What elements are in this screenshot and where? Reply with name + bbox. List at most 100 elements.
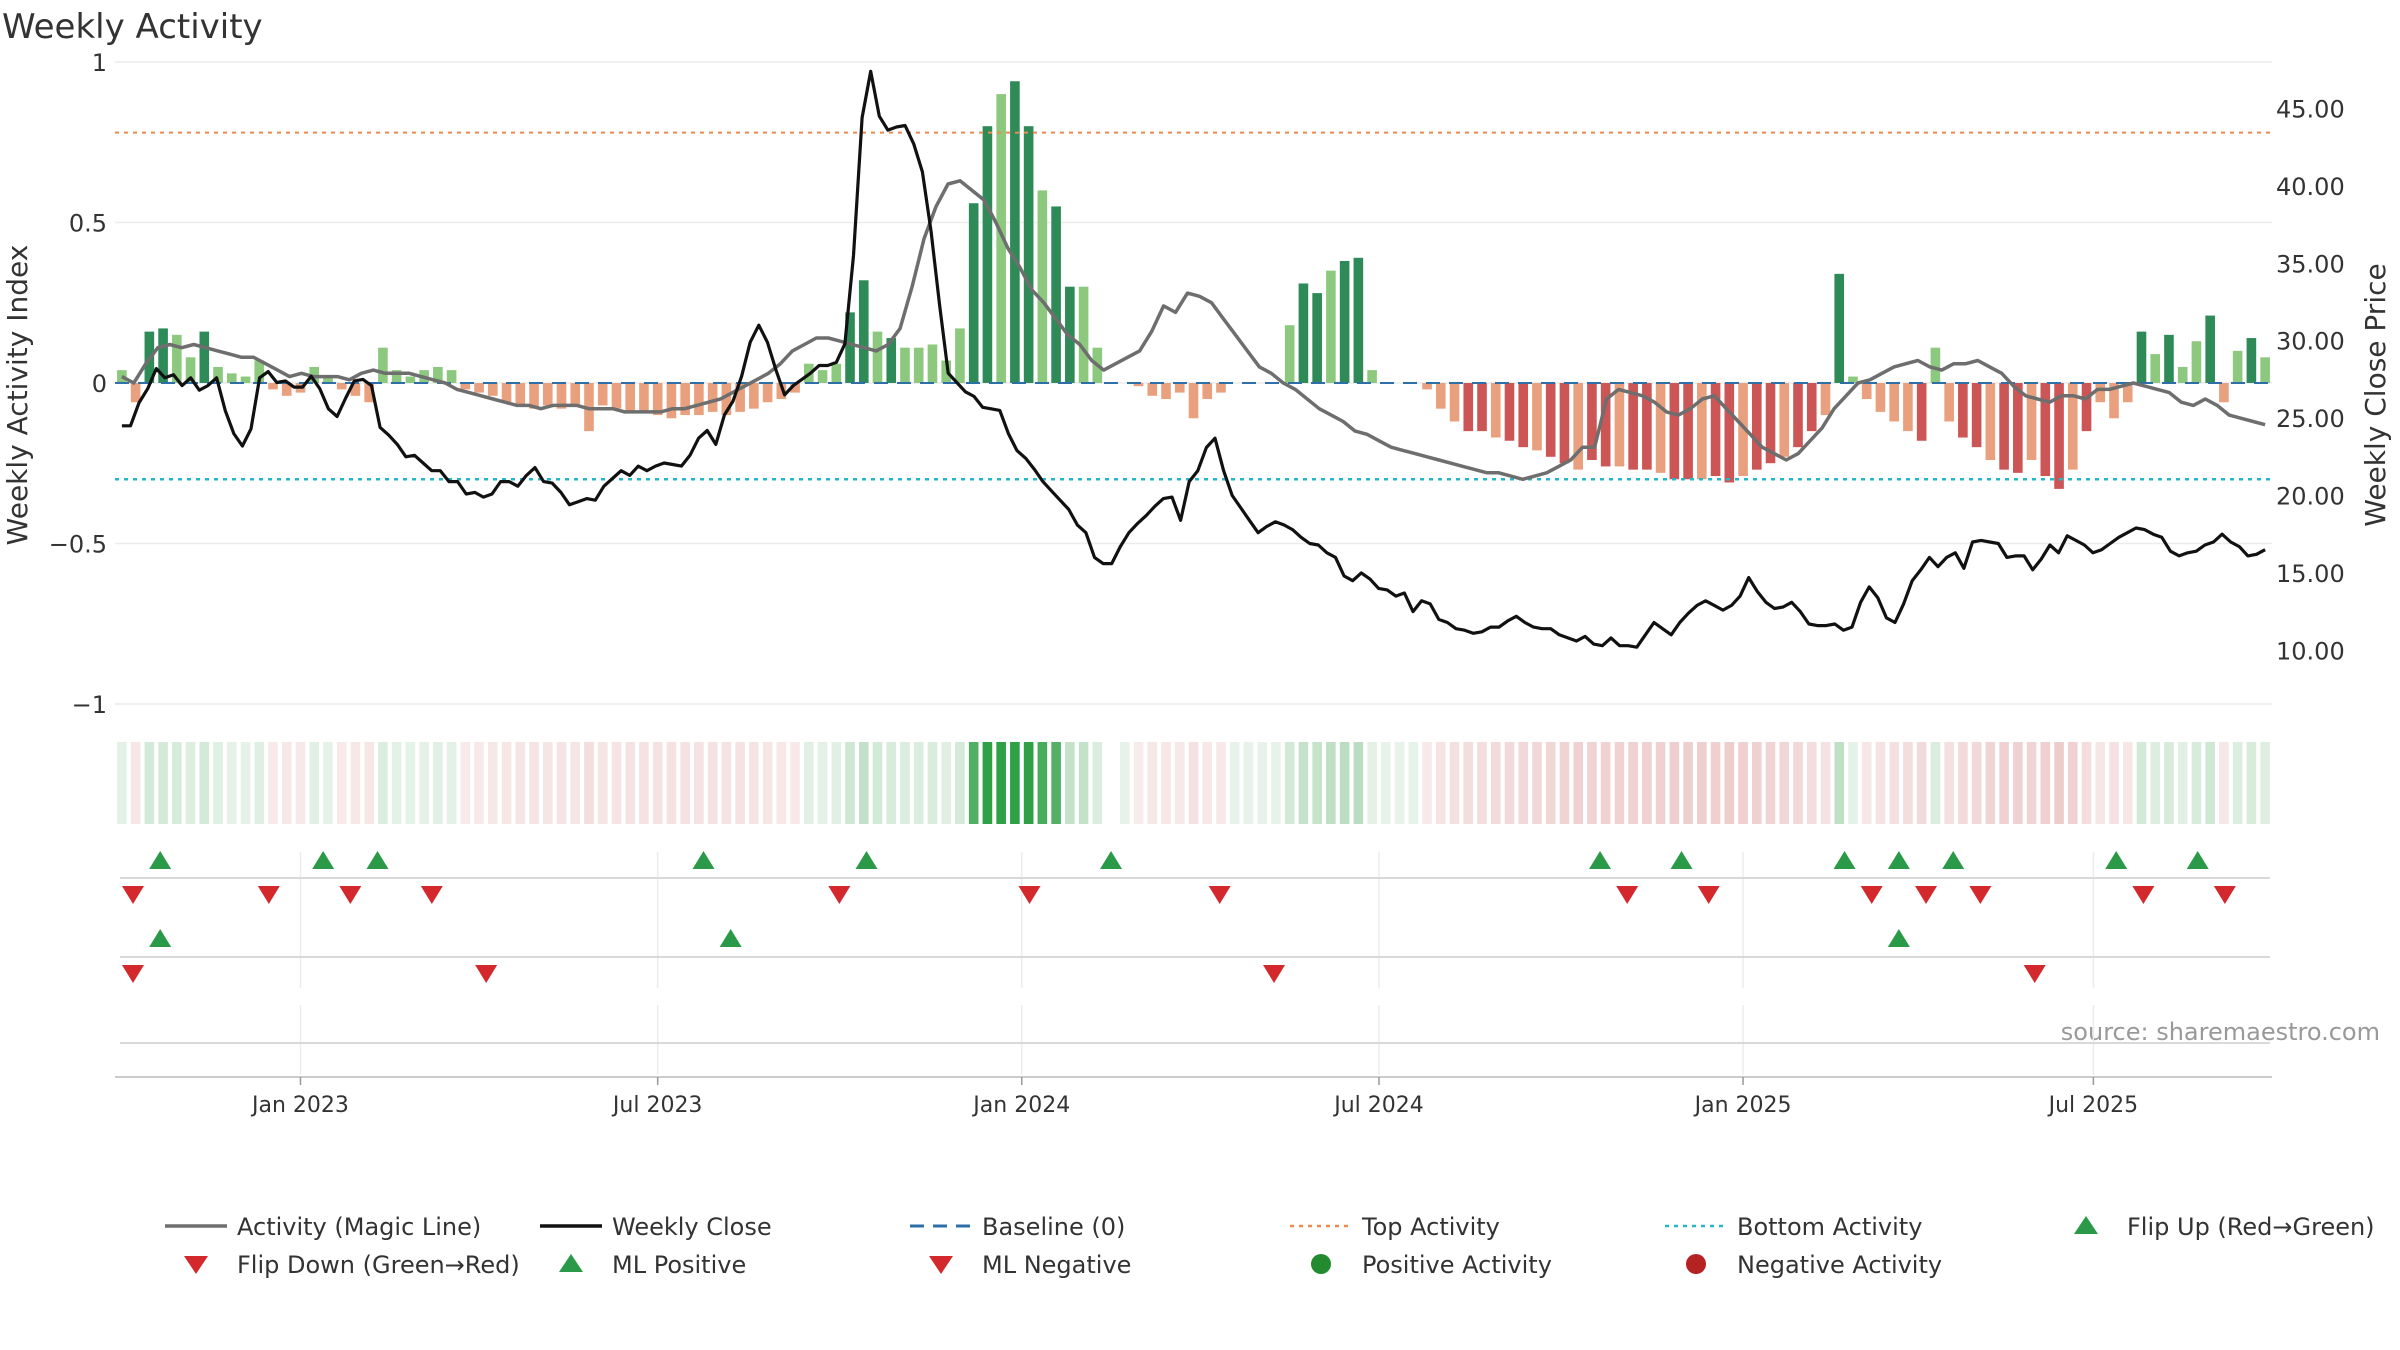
legend-item: Positive Activity xyxy=(1311,1251,1552,1279)
heat-strip-cell xyxy=(2026,742,2037,824)
flip-down-marker xyxy=(1860,886,1883,904)
activity-bar xyxy=(2232,350,2243,383)
activity-bar xyxy=(913,347,924,383)
legend-item: Activity (Magic Line) xyxy=(165,1213,481,1241)
heat-strip-cell xyxy=(1243,742,1254,824)
heat-strip-cell xyxy=(680,742,690,824)
activity-bar xyxy=(1532,382,1542,451)
heat-strip-cell xyxy=(1779,742,1790,824)
legend-swatch-circle xyxy=(1311,1254,1331,1274)
activity-bar xyxy=(2040,382,2051,477)
heat-strip-cell xyxy=(1023,742,1034,824)
heat-strip-cell xyxy=(1944,742,1954,824)
x-tick-label: Jul 2025 xyxy=(2047,1093,2139,1118)
activity-bar xyxy=(1971,382,1982,448)
activity-bar xyxy=(2136,331,2147,383)
y-tick-label-right: 15.00 xyxy=(2276,560,2345,588)
heat-strip-cell xyxy=(2136,742,2147,824)
activity-bar xyxy=(1051,206,1061,383)
heat-strip-cell xyxy=(597,742,608,824)
activity-bar xyxy=(364,382,374,403)
legend-item: Flip Down (Green→Red) xyxy=(184,1251,520,1279)
heat-strip-cell xyxy=(762,742,773,824)
heat-strip-cell xyxy=(1669,742,1680,824)
activity-bar xyxy=(1958,382,1968,438)
legend-label: Flip Up (Red→Green) xyxy=(2127,1213,2375,1241)
flip-up-marker xyxy=(1100,851,1123,869)
flip-up-marker xyxy=(1887,851,1910,869)
heat-strip-cell xyxy=(1477,742,1487,824)
heat-strip-cell xyxy=(474,742,484,824)
heat-strip-cell xyxy=(2219,742,2229,824)
heat-strip-cell xyxy=(1202,742,1213,824)
activity-bar xyxy=(1669,382,1680,480)
heat-strip-cell xyxy=(749,742,759,824)
heat-strip-cell xyxy=(776,742,787,824)
heat-strip-cell xyxy=(1820,742,1831,824)
heat-strip-cell xyxy=(913,742,924,824)
heat-strip-cell xyxy=(707,742,718,824)
legend-label: Baseline (0) xyxy=(982,1213,1125,1241)
chart-title: Weekly Activity xyxy=(2,7,263,47)
heat-strip-cell xyxy=(1065,742,1075,824)
activity-bar xyxy=(117,370,127,383)
legend-item: Flip Up (Red→Green) xyxy=(2074,1213,2375,1241)
activity-bar xyxy=(1834,273,1845,383)
legend-label: Negative Activity xyxy=(1737,1251,1942,1279)
activity-bar xyxy=(1312,293,1322,383)
heat-strip-cell xyxy=(1642,742,1652,824)
heat-strip-cell xyxy=(1133,742,1144,824)
flip-up-marker xyxy=(312,851,335,869)
activity-bar xyxy=(1861,382,1872,400)
activity-bar xyxy=(199,331,210,383)
activity-bar xyxy=(1642,382,1652,470)
activity-bar xyxy=(982,126,993,383)
activity-bar xyxy=(2095,382,2106,403)
heat-strip-cell xyxy=(1298,742,1309,824)
y-tick-label-right: 25.00 xyxy=(2276,405,2345,433)
activity-bar xyxy=(460,382,471,390)
heat-strip-cell xyxy=(213,742,223,824)
activity-bar xyxy=(556,382,567,409)
heat-strip-cell xyxy=(323,742,333,824)
heat-strip-cell xyxy=(1875,742,1886,824)
heat-strip-cell xyxy=(927,742,938,824)
activity-bar xyxy=(1298,283,1309,383)
series-lines xyxy=(115,69,2272,649)
activity-bar xyxy=(1820,382,1831,416)
activity-bar xyxy=(941,360,952,383)
ml-negative-marker xyxy=(122,965,144,983)
heat-strip-cell xyxy=(350,742,361,824)
heat-strip-cell xyxy=(639,742,649,824)
y-tick-label-left: 0.5 xyxy=(69,209,107,237)
legend-swatch-up-triangle xyxy=(2074,1216,2098,1234)
activity-bar xyxy=(1422,382,1432,390)
activity-bar xyxy=(625,382,636,412)
heat-strip-cell xyxy=(570,742,581,824)
heat-strip-cell xyxy=(1532,742,1542,824)
activity-bar xyxy=(1216,382,1226,393)
flip-down-marker xyxy=(1969,886,1992,904)
legend-label: Bottom Activity xyxy=(1737,1213,1922,1241)
weekly-close-line xyxy=(121,69,2266,649)
activity-bar xyxy=(336,382,347,390)
heat-strip-cell xyxy=(130,742,141,824)
activity-bar xyxy=(1903,382,1913,432)
heat-strip-cell xyxy=(501,742,512,824)
heat-strip-cell xyxy=(1697,742,1707,824)
activity-bar xyxy=(1449,382,1460,422)
activity-bar xyxy=(1683,382,1693,480)
flip-up-marker xyxy=(855,851,878,869)
activity-bar xyxy=(955,328,965,383)
activity-bar xyxy=(226,373,237,383)
activity-bar xyxy=(158,328,168,383)
activity-bar xyxy=(130,382,141,403)
heat-strip-cell xyxy=(1174,742,1185,824)
activity-bar xyxy=(1999,382,2009,470)
signal-markers xyxy=(120,851,2270,1044)
activity-bar xyxy=(350,382,361,396)
heat-strip-cell xyxy=(488,742,498,824)
x-tick-label: Jul 2023 xyxy=(611,1093,703,1118)
heat-strip-cell xyxy=(1229,742,1240,824)
activity-bar xyxy=(268,382,278,390)
